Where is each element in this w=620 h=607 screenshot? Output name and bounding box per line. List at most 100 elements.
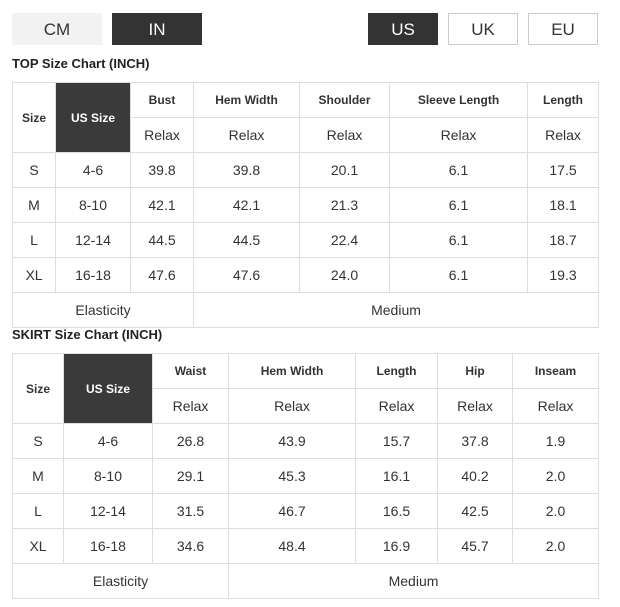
data-cell: 47.6 xyxy=(193,257,300,293)
data-cell: 2.0 xyxy=(512,493,599,529)
data-cell: 1.9 xyxy=(512,423,599,459)
column-header: Length xyxy=(527,82,599,118)
data-cell: 2.0 xyxy=(512,458,599,494)
data-cell: 42.5 xyxy=(437,493,513,529)
data-cell: 43.9 xyxy=(228,423,356,459)
data-cell: 2.0 xyxy=(512,528,599,564)
data-cell: 20.1 xyxy=(299,152,390,188)
table-body: Size US Size Bust Hem Width Shoulder Sleeve L… xyxy=(12,82,599,328)
column-header: Hem Width xyxy=(228,353,356,389)
data-cell: 16-18 xyxy=(55,257,131,293)
data-cell: 12-14 xyxy=(55,222,131,258)
data-cell: 4-6 xyxy=(55,152,131,188)
data-cell: S xyxy=(12,152,56,188)
data-cell: 6.1 xyxy=(389,152,528,188)
data-cell: 8-10 xyxy=(63,458,153,494)
data-cell: 19.3 xyxy=(527,257,599,293)
column-header: Inseam xyxy=(512,353,599,389)
data-row: XL 16-18 34.6 48.4 16.9 45.7 2.0 xyxy=(12,528,599,564)
fit-cell: Relax xyxy=(355,388,438,424)
fit-cell: Relax xyxy=(389,117,528,153)
data-cell: 47.6 xyxy=(130,257,194,293)
fit-cell: Relax xyxy=(193,117,300,153)
data-cell: 29.1 xyxy=(152,458,229,494)
size-table: Size US Size Bust Hem Width Shoulder Sleeve L… xyxy=(12,82,599,328)
region-button[interactable]: UK xyxy=(448,13,518,45)
data-row: M 8-10 42.1 42.1 21.3 6.1 18.1 xyxy=(12,187,599,223)
data-cell: 4-6 xyxy=(63,423,153,459)
data-cell: 45.7 xyxy=(437,528,513,564)
size-header: Size xyxy=(12,353,64,424)
fit-cell: Relax xyxy=(437,388,513,424)
data-cell: 34.6 xyxy=(152,528,229,564)
data-cell: L xyxy=(12,493,64,529)
data-cell: L xyxy=(12,222,56,258)
data-cell: 42.1 xyxy=(130,187,194,223)
data-cell: 17.5 xyxy=(527,152,599,188)
data-cell: 16.9 xyxy=(355,528,438,564)
column-header: Length xyxy=(355,353,438,389)
data-cell: 44.5 xyxy=(193,222,300,258)
data-cell: 26.8 xyxy=(152,423,229,459)
data-cell: S xyxy=(12,423,64,459)
column-header: Hem Width xyxy=(193,82,300,118)
data-cell: 45.3 xyxy=(228,458,356,494)
data-cell: 37.8 xyxy=(437,423,513,459)
fit-cell: Relax xyxy=(228,388,356,424)
data-cell: 22.4 xyxy=(299,222,390,258)
data-cell: 6.1 xyxy=(389,257,528,293)
column-header: Waist xyxy=(152,353,229,389)
data-row: M 8-10 29.1 45.3 16.1 40.2 2.0 xyxy=(12,458,599,494)
data-cell: 21.3 xyxy=(299,187,390,223)
data-cell: 39.8 xyxy=(193,152,300,188)
data-cell: XL xyxy=(12,528,64,564)
size-table: Size US Size Waist Hem Width Length Hip Inseam… xyxy=(12,353,599,599)
data-row: L 12-14 31.5 46.7 16.5 42.5 2.0 xyxy=(12,493,599,529)
column-header: Hip xyxy=(437,353,513,389)
header-row: Size US Size Bust Hem Width Shoulder Sleeve L… xyxy=(12,82,599,153)
column-header: Sleeve Length xyxy=(389,82,528,118)
table-title: TOP Size Chart (INCH) xyxy=(12,56,150,71)
data-cell: 16.5 xyxy=(355,493,438,529)
us-size-header: US Size xyxy=(63,353,153,424)
us-size-header: US Size xyxy=(55,82,131,153)
data-cell: 44.5 xyxy=(130,222,194,258)
elasticity-value: Medium xyxy=(228,563,599,599)
data-cell: M xyxy=(12,187,56,223)
table-body: Size US Size Waist Hem Width Length Hip Inseam… xyxy=(12,353,599,599)
data-row: S 4-6 26.8 43.9 15.7 37.8 1.9 xyxy=(12,423,599,459)
data-cell: 6.1 xyxy=(389,187,528,223)
data-cell: 18.1 xyxy=(527,187,599,223)
fit-cell: Relax xyxy=(299,117,390,153)
column-header: Bust xyxy=(130,82,194,118)
data-cell: 24.0 xyxy=(299,257,390,293)
data-cell: 31.5 xyxy=(152,493,229,529)
region-button[interactable]: US xyxy=(368,13,438,45)
elasticity-value: Medium xyxy=(193,292,599,328)
size-header: Size xyxy=(12,82,56,153)
fit-cell: Relax xyxy=(152,388,229,424)
header-row: Size US Size Waist Hem Width Length Hip Inseam xyxy=(12,353,599,424)
fit-cell: Relax xyxy=(512,388,599,424)
region-button[interactable]: EU xyxy=(528,13,598,45)
column-header: Shoulder xyxy=(299,82,390,118)
data-cell: 16.1 xyxy=(355,458,438,494)
data-row: L 12-14 44.5 44.5 22.4 6.1 18.7 xyxy=(12,222,599,258)
data-cell: 46.7 xyxy=(228,493,356,529)
data-cell: XL xyxy=(12,257,56,293)
data-row: XL 16-18 47.6 47.6 24.0 6.1 19.3 xyxy=(12,257,599,293)
unit-button[interactable]: CM xyxy=(12,13,102,45)
data-cell: 42.1 xyxy=(193,187,300,223)
data-cell: 39.8 xyxy=(130,152,194,188)
unit-button[interactable]: IN xyxy=(112,13,202,45)
footer-row: Elasticity Medium xyxy=(12,563,599,599)
data-cell: 6.1 xyxy=(389,222,528,258)
data-cell: 18.7 xyxy=(527,222,599,258)
elasticity-label: Elasticity xyxy=(12,563,229,599)
data-cell: 15.7 xyxy=(355,423,438,459)
data-cell: 12-14 xyxy=(63,493,153,529)
data-cell: 16-18 xyxy=(63,528,153,564)
table-title: SKIRT Size Chart (INCH) xyxy=(12,327,163,342)
fit-row: Relax Relax Relax Relax Relax xyxy=(13,388,599,424)
